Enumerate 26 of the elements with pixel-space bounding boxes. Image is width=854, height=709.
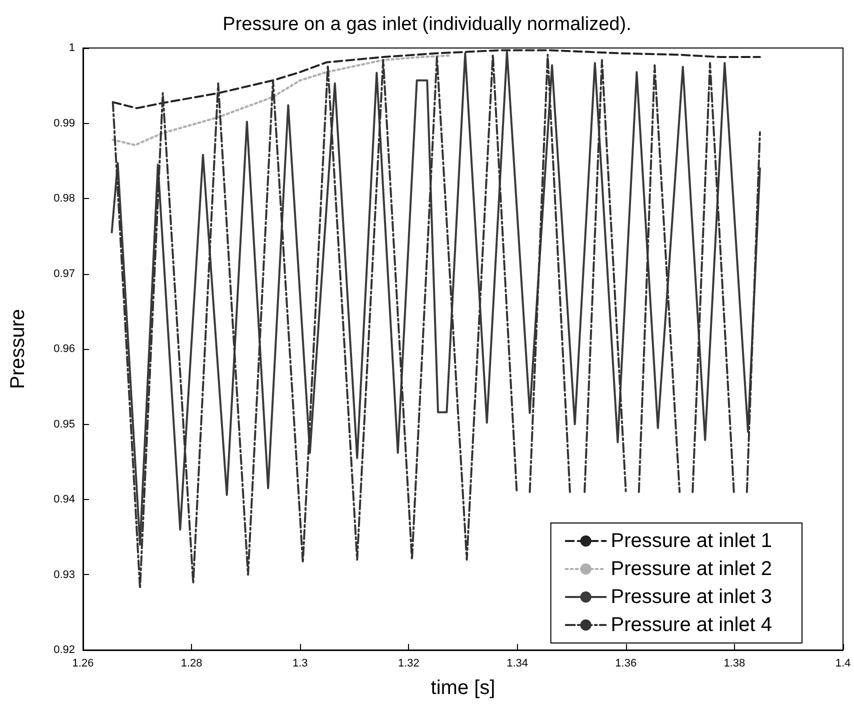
x-tick-label: 1.3 (292, 658, 308, 670)
legend-label: Pressure at inlet 4 (610, 614, 772, 636)
x-tick-label: 1.34 (506, 658, 528, 670)
line-series (112, 54, 452, 146)
line-series (112, 49, 761, 110)
x-tick-label: 1.32 (398, 658, 420, 670)
y-tick-label: 0.93 (54, 568, 75, 581)
legend-label: Pressure at inlet 2 (610, 558, 772, 580)
legend-label: Pressure at inlet 1 (610, 530, 772, 552)
y-tick-label: 0.92 (54, 644, 75, 656)
x-tick-label: 1.36 (615, 658, 637, 670)
y-axis-title: Pressure (7, 308, 29, 390)
y-tick-label: 1 (68, 42, 75, 54)
y-tick-label: 0.96 (54, 343, 75, 355)
x-tick-label: 1.38 (724, 658, 746, 670)
x-tick-label: 1.28 (180, 658, 202, 670)
y-tick-label: 0.99 (54, 117, 75, 130)
y-tick-label: 0.98 (54, 192, 75, 204)
x-tick-label: 1.4 (835, 658, 851, 670)
y-tick-label: 0.97 (54, 268, 75, 280)
x-tick-label: 1.26 (72, 658, 94, 670)
y-tick-label: 0.95 (54, 418, 75, 430)
x-axis-title: time [s] (430, 677, 496, 699)
y-tick-label: 0.94 (54, 494, 75, 506)
chart-title: Pressure on a gas inlet (individually normalized). (222, 14, 632, 35)
legend-label: Pressure at inlet 3 (610, 586, 772, 608)
